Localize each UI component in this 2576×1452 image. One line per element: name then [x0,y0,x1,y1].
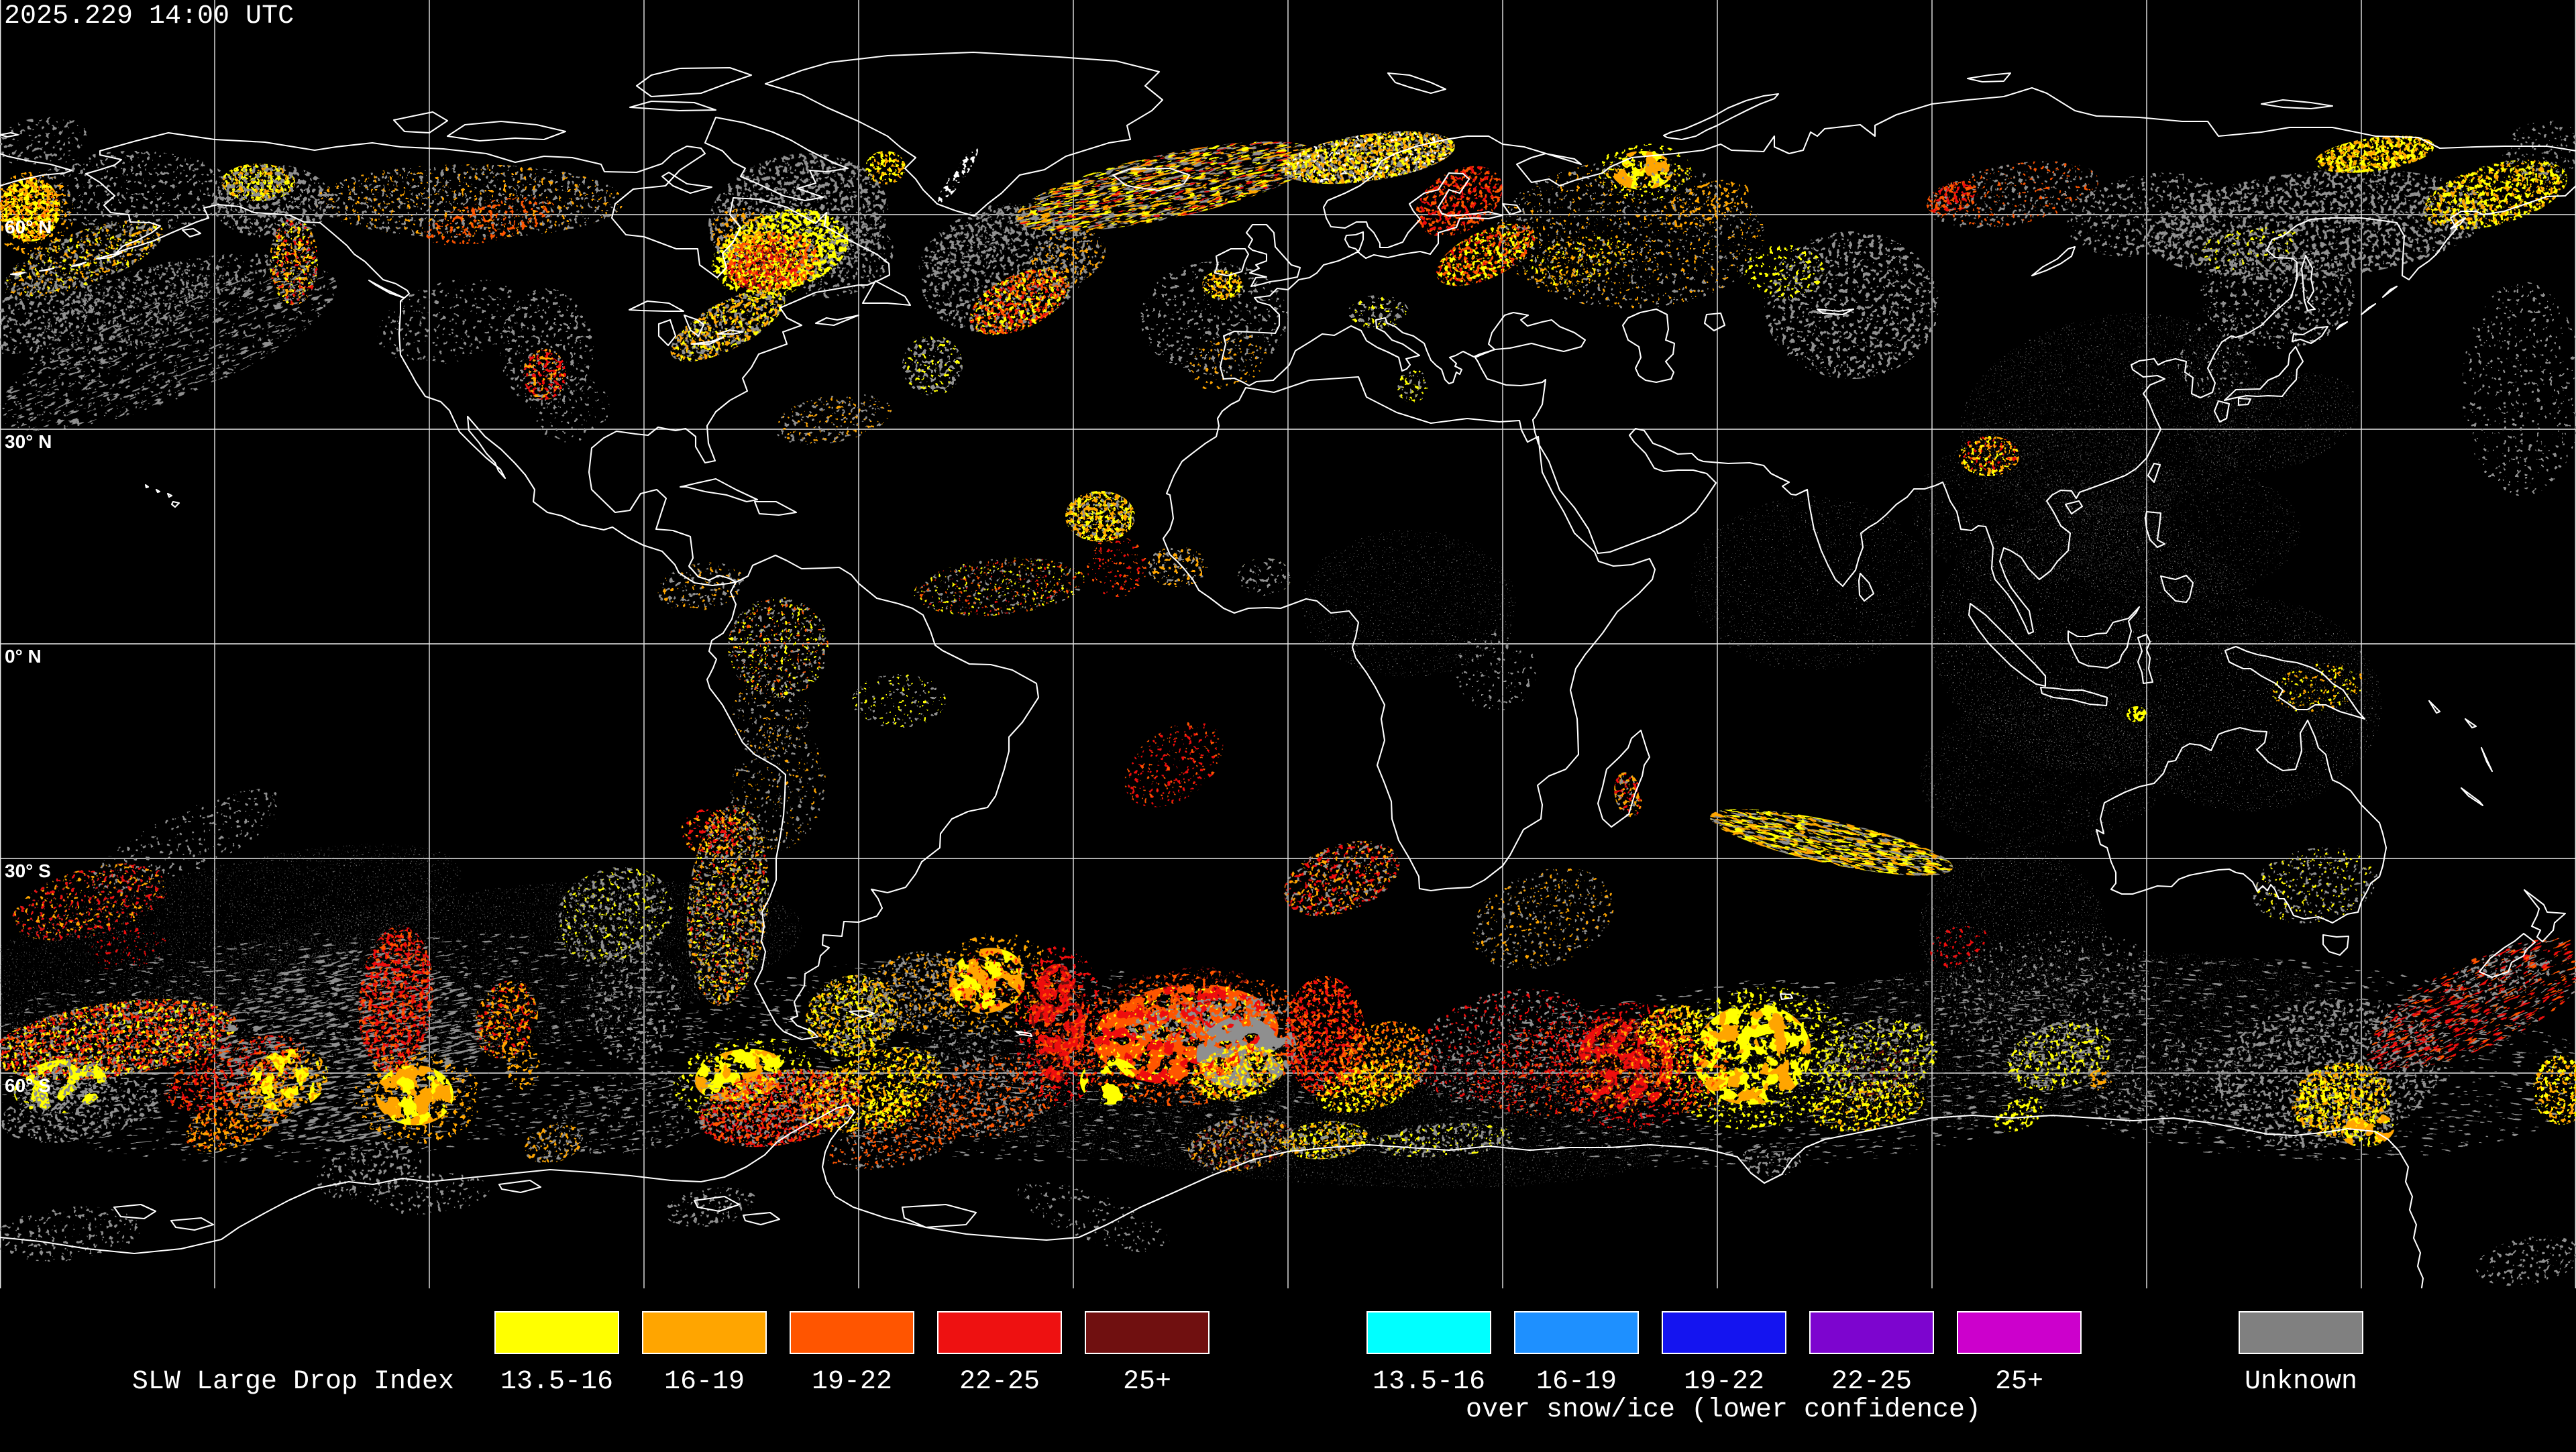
svg-text:13.5-16: 13.5-16 [500,1367,613,1397]
svg-text:25+: 25+ [1995,1367,2043,1397]
svg-text:22-25: 22-25 [959,1367,1040,1397]
svg-text:25+: 25+ [1123,1367,1171,1397]
svg-text:19-22: 19-22 [812,1367,892,1397]
svg-text:over snow/ice (lower confidenc: over snow/ice (lower confidence) [1466,1395,1981,1425]
svg-text:16-19: 16-19 [1536,1367,1617,1397]
svg-text:0° N: 0° N [5,646,42,667]
svg-text:Unknown: Unknown [2245,1367,2357,1397]
svg-text:13.5-16: 13.5-16 [1373,1367,1485,1397]
svg-text:60° S: 60° S [5,1075,51,1096]
svg-text:30° S: 30° S [5,860,51,881]
svg-text:22-25: 22-25 [1831,1367,1912,1397]
svg-text:SLW Large Drop Index: SLW Large Drop Index [132,1367,454,1397]
svg-text:16-19: 16-19 [664,1367,745,1397]
svg-text:2025.229 14:00 UTC: 2025.229 14:00 UTC [4,1,294,32]
svg-text:60° N: 60° N [5,217,52,237]
svg-text:19-22: 19-22 [1684,1367,1764,1397]
svg-text:30° N: 30° N [5,431,52,452]
